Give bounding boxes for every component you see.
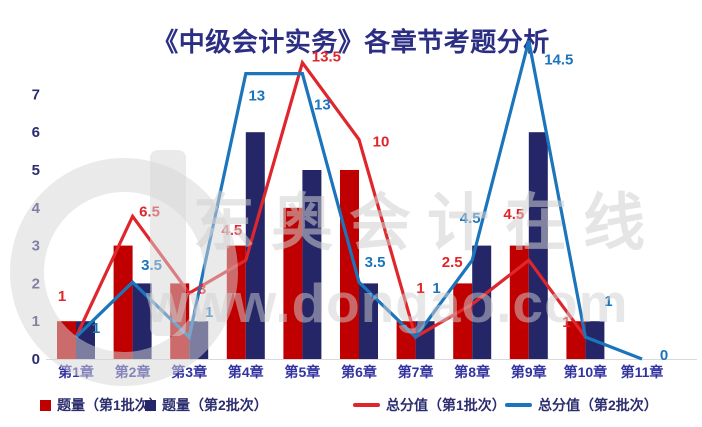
y-tick-label: 3: [32, 238, 40, 255]
data-label: 1: [562, 314, 570, 331]
legend-swatch-line-batch1: [353, 403, 380, 407]
chart-title: 《中级会计实务》各章节考题分析: [152, 27, 550, 57]
data-label: 4.5: [503, 206, 524, 223]
y-tick-label: 2: [32, 275, 40, 292]
bar-题量（第1批次）-第1章: [57, 321, 76, 359]
legend-item-line-batch2: 总分值（第2批次）: [505, 394, 658, 416]
y-tick-label: 6: [32, 124, 40, 141]
y-tick-label: 5: [32, 162, 40, 179]
legend-swatch-bar-batch2: [145, 399, 156, 411]
bar-题量（第1批次）-第8章: [453, 283, 473, 359]
data-label: 13.5: [312, 49, 341, 66]
legend-item-bars-batch2: 题量（第2批次）: [145, 394, 268, 416]
x-category-label: 第8章: [454, 364, 490, 380]
data-label: 1: [58, 288, 66, 305]
legend-swatch-bar-batch1: [40, 399, 51, 411]
bar-题量（第1批次）-第2章: [113, 245, 133, 359]
data-label: 3.5: [141, 257, 162, 274]
bar-题量（第2批次）-第9章: [528, 132, 548, 359]
y-tick-label: 0: [32, 351, 40, 368]
x-category-label: 第9章: [511, 364, 547, 380]
legend-item-line-batch1: 总分值（第1批次）: [353, 394, 506, 416]
data-label: 1: [416, 280, 424, 297]
bar-题量（第2批次）-第5章: [302, 170, 322, 359]
data-label: 2.5: [442, 254, 463, 271]
bar-题量（第1批次）-第9章: [509, 245, 529, 359]
data-label: 4.5: [221, 222, 242, 239]
legend-item-bars-batch1: 题量（第1批次）: [40, 394, 163, 416]
x-category-label: 第10章: [564, 364, 608, 380]
data-label: 6.5: [139, 203, 160, 220]
legend-label: 题量（第2批次）: [162, 397, 268, 413]
data-label: 14.5: [544, 52, 573, 69]
x-category-label: 第1章: [58, 364, 94, 380]
data-label: 13: [314, 97, 331, 114]
y-tick-label: 1: [32, 313, 40, 330]
x-category-label: 第11章: [621, 364, 664, 380]
legend: 题量（第1批次） 题量（第2批次） 总分值（第1批次） 总分值（第2批次）: [0, 394, 702, 418]
x-category-label: 第4章: [228, 364, 264, 380]
legend-label: 总分值（第1批次）: [386, 397, 506, 413]
x-category-label: 第7章: [398, 364, 434, 380]
data-label: 0: [660, 347, 668, 364]
y-tick-label: 7: [32, 86, 40, 103]
data-label: 13: [248, 88, 265, 105]
data-label: 4.5: [460, 210, 481, 227]
bar-题量（第1批次）-第5章: [283, 207, 303, 359]
bar-题量（第1批次）-第6章: [340, 170, 359, 359]
x-category-label: 第3章: [171, 364, 207, 380]
data-label: 10: [373, 134, 390, 151]
bar-题量（第2批次）-第2章: [132, 283, 152, 359]
legend-label: 题量（第1批次）: [57, 397, 163, 413]
x-category-label: 第6章: [341, 364, 377, 380]
bar-题量（第2批次）-第3章: [189, 321, 209, 359]
data-label: 1: [205, 304, 213, 321]
data-label: 3: [198, 281, 206, 298]
bar-题量（第2批次）-第4章: [245, 132, 265, 359]
data-label: 1: [432, 280, 440, 297]
y-tick-label: 4: [32, 200, 41, 217]
legend-label: 总分值（第2批次）: [538, 397, 658, 413]
x-category-label: 第2章: [115, 364, 151, 380]
data-label: 1: [604, 293, 612, 310]
data-label: 3.5: [365, 254, 386, 271]
bar-题量（第2批次）-第6章: [359, 283, 378, 359]
legend-swatch-line-batch2: [505, 403, 532, 407]
data-label: 1: [92, 320, 100, 337]
bar-题量（第2批次）-第8章: [472, 245, 492, 359]
x-category-label: 第5章: [285, 364, 321, 380]
